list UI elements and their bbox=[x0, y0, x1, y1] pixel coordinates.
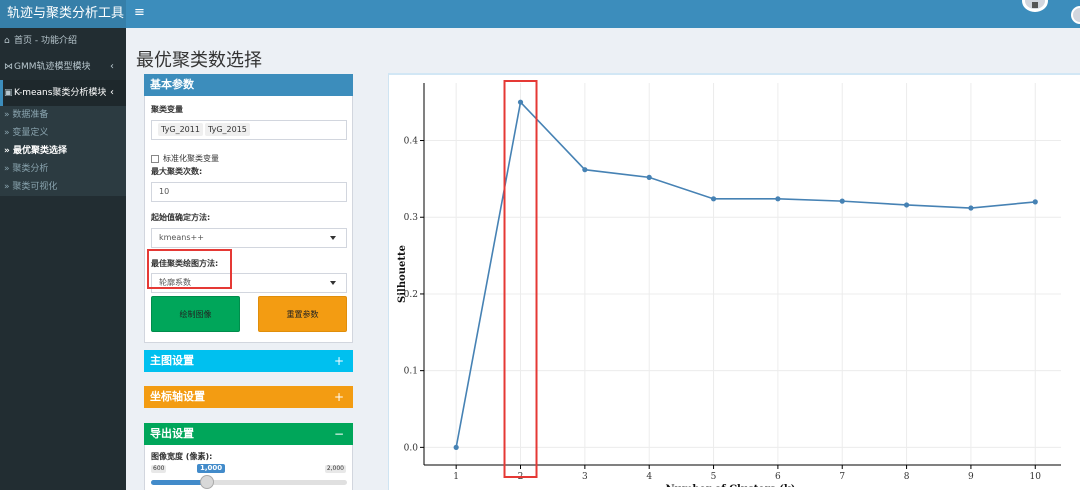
y-tick-label: 0.1 bbox=[404, 367, 418, 377]
sidebar-subitem-cluster-viz[interactable]: » 聚类可视化 bbox=[4, 182, 58, 192]
export-settings-body: 图像宽度 (像素): 600 1,000 2,000 bbox=[144, 445, 353, 490]
top-header: 轨迹与聚类分析工具 ≡ bbox=[0, 0, 1080, 28]
axis-settings-title: 坐标轴设置 bbox=[150, 390, 205, 403]
cluster-var-tag[interactable]: TyG_2011 bbox=[158, 123, 203, 136]
draw-plot-button[interactable]: 绘制图像 bbox=[151, 296, 240, 332]
y-tick-label: 0.0 bbox=[404, 443, 419, 453]
sitemap-icon: ⋈ bbox=[4, 62, 13, 72]
x-tick-label: 6 bbox=[775, 472, 781, 482]
data-point bbox=[968, 205, 974, 211]
y-tick-label: 0.4 bbox=[404, 137, 419, 147]
main-plot-settings-header[interactable]: 主图设置 + bbox=[144, 350, 353, 372]
sidebar-subitem-data-prep[interactable]: » 数据准备 bbox=[4, 110, 49, 120]
init-method-value: kmeans++ bbox=[159, 233, 204, 242]
plot-method-select[interactable]: 轮廓系数 bbox=[151, 273, 347, 293]
plot-method-value: 轮廓系数 bbox=[159, 278, 191, 287]
export-settings-box: 导出设置 − 图像宽度 (像素): 600 1,000 2,000 bbox=[144, 423, 353, 490]
init-method-select[interactable]: kmeans++ bbox=[151, 228, 347, 248]
reset-params-button[interactable]: 重置参数 bbox=[258, 296, 347, 332]
sidebar-item-gmm[interactable]: ⋈GMM轨迹模型模块 ‹ bbox=[0, 54, 126, 80]
x-tick-label: 7 bbox=[839, 472, 845, 482]
sidebar-item-label: GMM轨迹模型模块 bbox=[14, 62, 91, 72]
max-k-label: 最大聚类次数: bbox=[151, 167, 203, 176]
sidebar-subitem-cluster-analysis[interactable]: » 聚类分析 bbox=[4, 164, 49, 174]
max-k-input[interactable]: 10 bbox=[151, 182, 347, 202]
sidebar-item-home[interactable]: ⌂ 首页 - 功能介绍 bbox=[0, 28, 126, 54]
menu-toggle-icon[interactable]: ≡ bbox=[134, 5, 145, 20]
init-method-label: 起始值确定方法: bbox=[151, 213, 211, 222]
main-plot-settings-box: 主图设置 + bbox=[144, 350, 353, 372]
data-point bbox=[1032, 199, 1038, 205]
silhouette-chart: 0.00.10.20.30.412345678910Number of Clus… bbox=[389, 75, 1080, 487]
chart-svg: 0.00.10.20.30.412345678910Number of Clus… bbox=[397, 80, 1061, 487]
sidebar-item-label: K-means聚类分析模块 bbox=[14, 88, 107, 98]
slider-track[interactable] bbox=[151, 480, 347, 485]
data-point bbox=[839, 198, 845, 204]
home-icon: ⌂ bbox=[4, 36, 10, 46]
x-tick-label: 5 bbox=[711, 472, 717, 482]
plus-icon[interactable]: + bbox=[333, 390, 344, 404]
chevron-left-icon: ‹ bbox=[110, 87, 114, 98]
slider-value-label: 1,000 bbox=[196, 464, 226, 473]
cluster-vars-input[interactable]: TyG_2011 TyG_2015 bbox=[151, 120, 347, 140]
plot-panel: 0.00.10.20.30.412345678910Number of Clus… bbox=[388, 73, 1080, 490]
standardize-label: 标准化聚类变量 bbox=[163, 154, 219, 163]
data-point bbox=[646, 174, 652, 180]
axis-settings-header[interactable]: 坐标轴设置 + bbox=[144, 386, 353, 408]
image-width-slider[interactable]: 600 1,000 2,000 bbox=[151, 464, 347, 490]
slider-min-label: 600 bbox=[151, 465, 167, 473]
silhouette-line bbox=[455, 100, 1036, 448]
y-tick-label: 0.2 bbox=[404, 290, 418, 300]
app-title: 轨迹与聚类分析工具 bbox=[0, 0, 126, 28]
x-tick-label: 9 bbox=[968, 472, 974, 482]
sidebar-submenu: » 数据准备 » 变量定义 » 最优聚类选择 » 聚类分析 » 聚类可视化 bbox=[0, 106, 126, 196]
data-point bbox=[582, 167, 588, 173]
sidebar: ⌂ 首页 - 功能介绍 ⋈GMM轨迹模型模块 ‹ ▣K-means聚类分析模块 ‹… bbox=[0, 28, 126, 490]
caret-down-icon bbox=[330, 236, 336, 240]
slider-max-label: 2,000 bbox=[324, 465, 346, 473]
minus-icon[interactable]: − bbox=[333, 427, 344, 441]
axis-settings-box: 坐标轴设置 + bbox=[144, 386, 353, 408]
export-settings-header[interactable]: 导出设置 − bbox=[144, 423, 353, 445]
basic-params-box: 基本参数 聚类变量 TyG_2011 TyG_2015 标准化聚类变量 最大聚类次… bbox=[144, 74, 353, 343]
x-tick-label: 1 bbox=[453, 472, 459, 482]
image-width-label: 图像宽度 (像素): bbox=[151, 452, 213, 461]
cluster-var-tag[interactable]: TyG_2015 bbox=[204, 123, 250, 136]
x-tick-label: 4 bbox=[646, 472, 652, 482]
cluster-vars-label: 聚类变量 bbox=[151, 105, 183, 114]
standardize-checkbox[interactable] bbox=[151, 154, 159, 163]
page-title: 最优聚类数选择 bbox=[136, 50, 262, 71]
chevron-left-icon: ‹ bbox=[110, 61, 114, 72]
data-point bbox=[775, 196, 781, 202]
sidebar-item-kmeans[interactable]: ▣K-means聚类分析模块 ‹ bbox=[0, 80, 126, 106]
basic-params-header: 基本参数 bbox=[144, 74, 353, 96]
user-avatar[interactable] bbox=[1022, 0, 1048, 12]
x-tick-label: 8 bbox=[904, 472, 910, 482]
data-point bbox=[453, 444, 459, 450]
slider-handle[interactable] bbox=[199, 475, 214, 489]
highlight-optimal-k bbox=[503, 80, 538, 478]
main-plot-settings-title: 主图设置 bbox=[150, 354, 194, 367]
plot-method-label: 最佳聚类绘图方法: bbox=[151, 259, 219, 268]
basic-params-body: 聚类变量 TyG_2011 TyG_2015 标准化聚类变量 最大聚类次数: 10… bbox=[144, 96, 353, 343]
slider-fill bbox=[151, 480, 207, 485]
export-settings-title: 导出设置 bbox=[150, 427, 194, 440]
sidebar-subitem-var-def[interactable]: » 变量定义 bbox=[4, 128, 49, 138]
y-tick-label: 0.3 bbox=[404, 213, 419, 223]
sidebar-subitem-optimal-k[interactable]: » 最优聚类选择 bbox=[4, 146, 67, 156]
x-tick-label: 10 bbox=[1030, 472, 1042, 482]
data-point bbox=[517, 99, 524, 105]
plus-icon[interactable]: + bbox=[333, 354, 344, 368]
user-menu-avatar[interactable] bbox=[1071, 6, 1080, 24]
data-point bbox=[710, 196, 717, 202]
sidebar-item-label: 首页 - 功能介绍 bbox=[14, 36, 77, 46]
caret-down-icon bbox=[330, 281, 336, 285]
image-icon: ▣ bbox=[4, 88, 13, 98]
y-axis-label: Silhouette bbox=[397, 245, 408, 303]
x-tick-label: 3 bbox=[582, 472, 588, 482]
x-axis-label: Number of Clusters (k) bbox=[666, 484, 796, 487]
data-point bbox=[903, 202, 910, 208]
